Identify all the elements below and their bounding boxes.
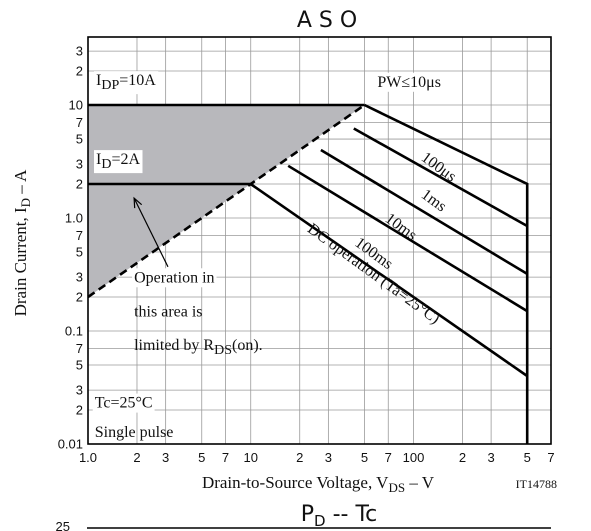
series-line: [320, 148, 528, 276]
x-tick-label: 3: [487, 450, 494, 465]
y-tick-label: 3: [76, 44, 83, 59]
annotation-background: [375, 72, 443, 92]
annotation-label: IDP=10A: [96, 72, 156, 93]
x-tick-label: 5: [361, 450, 368, 465]
annotation-label: 10ms: [382, 210, 420, 244]
y-tick-label: 5: [76, 132, 83, 147]
chart-title: A S O: [297, 8, 357, 33]
arrow-head: [133, 196, 143, 209]
y-tick-label: 0.01: [58, 437, 83, 452]
x-tick-label: 7: [222, 450, 229, 465]
rds-arrow: [133, 196, 169, 268]
plot-frame: [87, 36, 552, 445]
y-tick-label: 2: [76, 402, 83, 417]
y-tick-label: 7: [76, 115, 83, 130]
second-chart-y-tick: 25: [56, 519, 70, 531]
x-tick-label: 100: [403, 450, 425, 465]
y-tick-label: 7: [76, 341, 83, 356]
x-tick-label: 10: [244, 450, 258, 465]
annotation-background: [94, 150, 143, 174]
annotation-background: [92, 393, 155, 413]
y-tick-label: 0.1: [65, 324, 83, 339]
series-line: [287, 164, 528, 313]
series-lines: [87, 103, 529, 444]
x-tick-label: 3: [162, 450, 169, 465]
y-tick-label: 3: [76, 157, 83, 172]
second-chart-title: PD -- Tc: [301, 502, 378, 530]
tick-labels: 1.0 2 3 5 7 10 2 3 5 7 100 2 3 5 7 0.01 2 3 5 7 0.1 2 3 5 7 1.0 2 3…: [58, 44, 555, 465]
x-tick-label: 2: [296, 450, 303, 465]
y-tick-label: 7: [76, 228, 83, 243]
annotation-background: [132, 268, 217, 288]
y-tick-label: 1.0: [65, 211, 83, 226]
figure-code: IT14788: [516, 477, 557, 491]
soa-limited-area: [88, 105, 365, 297]
series-line: [363, 103, 529, 444]
annotation-label: ID=2A: [96, 151, 140, 172]
x-tick-label: 3: [325, 450, 332, 465]
annotation-label: this area is: [134, 303, 202, 320]
shaded-region: [88, 105, 365, 297]
annotation-label: Single pulse: [95, 424, 174, 441]
y-tick-label: 3: [76, 270, 83, 285]
y-tick-label: 2: [76, 177, 83, 192]
annotation-label: limited by RDS(on).: [134, 337, 263, 358]
annotation-background: [94, 71, 159, 95]
x-tick-label: 2: [459, 450, 466, 465]
annotation-label: Operation in: [134, 269, 214, 286]
x-axis-label: Drain-to-Source Voltage, VDS – V: [202, 473, 435, 495]
y-tick-label: 5: [76, 358, 83, 373]
annotation-label: Tc=25°C: [95, 395, 153, 412]
y-axis-label: Drain Current, ID – A: [11, 169, 33, 317]
y-tick-label: 10: [69, 98, 83, 113]
y-tick-label: 2: [76, 289, 83, 304]
x-tick-label: 7: [385, 450, 392, 465]
annotation-label: DC operation (Ta=25°C): [304, 220, 443, 327]
y-tick-label: 5: [76, 245, 83, 260]
x-tick-label: 5: [524, 450, 531, 465]
x-tick-label: 1.0: [79, 450, 97, 465]
annotation-label: PW≤10μs: [377, 74, 441, 91]
x-tick-label: 7: [547, 450, 554, 465]
series-line: [353, 127, 528, 228]
y-tick-label: 3: [76, 383, 83, 398]
x-tick-label: 2: [133, 450, 140, 465]
y-tick-label: 2: [76, 64, 83, 79]
arrow-shaft: [133, 197, 169, 268]
rds-limit-line: [87, 103, 366, 299]
x-tick-label: 5: [198, 450, 205, 465]
series-line: [249, 182, 528, 378]
